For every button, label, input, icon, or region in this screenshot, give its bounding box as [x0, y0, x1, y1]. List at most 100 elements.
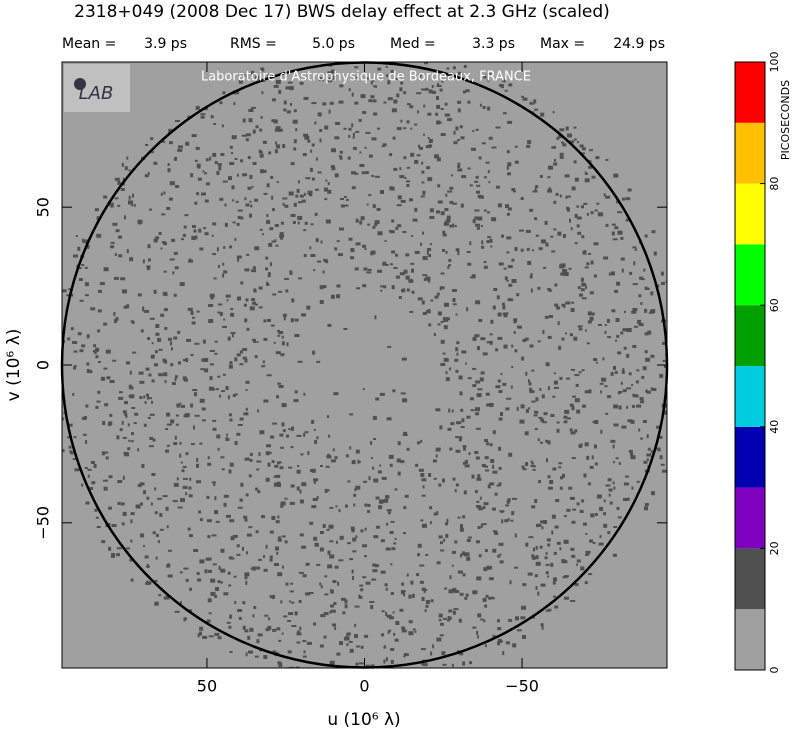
speckle: [540, 623, 544, 627]
speckle: [662, 410, 667, 415]
speckle: [147, 416, 151, 419]
speckle: [580, 152, 585, 155]
speckle: [294, 334, 300, 337]
speckle: [263, 655, 268, 659]
speckle: [585, 285, 588, 289]
speckle: [242, 173, 248, 177]
speckle: [635, 380, 639, 384]
speckle: [224, 203, 227, 207]
speckle: [250, 204, 253, 208]
speckle: [150, 502, 153, 506]
speckle: [563, 415, 568, 419]
speckle: [237, 609, 243, 612]
speckle: [502, 305, 506, 310]
speckle: [99, 282, 105, 286]
speckle: [251, 269, 257, 273]
speckle: [289, 600, 291, 603]
speckle: [479, 103, 482, 107]
speckle: [185, 578, 189, 582]
speckle: [628, 449, 633, 453]
speckle: [201, 358, 205, 362]
speckle: [547, 189, 553, 193]
speckle: [205, 182, 210, 186]
speckle: [163, 372, 168, 377]
speckle: [210, 578, 216, 583]
speckle: [472, 384, 477, 388]
speckle: [226, 299, 229, 302]
speckle: [177, 148, 183, 152]
speckle: [364, 634, 369, 638]
speckle: [82, 433, 87, 436]
speckle: [532, 190, 538, 193]
speckle: [386, 522, 389, 526]
speckle: [571, 406, 575, 411]
speckle: [573, 138, 577, 141]
speckle: [505, 504, 510, 507]
speckle: [487, 170, 490, 174]
speckle: [95, 347, 100, 352]
speckle: [276, 181, 279, 184]
speckle: [185, 452, 189, 456]
speckle: [443, 538, 446, 542]
speckle: [179, 282, 185, 287]
speckle: [239, 498, 242, 502]
speckle: [85, 404, 89, 408]
speckle: [484, 456, 489, 460]
speckle: [588, 252, 592, 255]
speckle: [166, 444, 170, 447]
speckle: [336, 294, 341, 299]
speckle: [553, 386, 559, 389]
speckle: [373, 535, 379, 539]
speckle: [258, 151, 263, 154]
speckle: [232, 334, 234, 338]
speckle: [563, 272, 569, 276]
speckle: [598, 324, 602, 326]
speckle: [545, 439, 549, 443]
speckle: [242, 601, 246, 605]
speckle: [339, 156, 343, 160]
speckle: [270, 175, 274, 179]
speckle: [266, 281, 269, 286]
speckle: [329, 540, 334, 543]
speckle: [217, 580, 221, 584]
speckle: [444, 208, 449, 211]
speckle: [540, 583, 546, 587]
speckle: [354, 488, 357, 492]
speckle: [168, 197, 173, 201]
speckle: [380, 570, 386, 574]
speckle: [554, 525, 559, 529]
speckle: [520, 248, 524, 252]
speckle: [267, 73, 271, 78]
speckle: [191, 134, 197, 138]
speckle: [295, 128, 298, 132]
speckle: [199, 442, 203, 445]
speckle: [299, 81, 304, 85]
speckle: [595, 156, 600, 160]
speckle: [54, 415, 58, 418]
speckle: [360, 216, 365, 221]
speckle: [268, 151, 272, 155]
speckle: [237, 506, 243, 509]
speckle: [242, 348, 248, 351]
speckle: [84, 282, 89, 287]
speckle: [206, 519, 212, 523]
speckle: [55, 410, 58, 412]
speckle: [325, 179, 328, 182]
speckle: [332, 580, 337, 583]
speckle: [233, 575, 237, 578]
speckle: [617, 516, 622, 519]
speckle: [213, 123, 217, 125]
speckle: [503, 344, 508, 349]
speckle: [625, 475, 629, 478]
speckle: [469, 241, 472, 246]
speckle: [439, 634, 444, 637]
speckle: [255, 75, 260, 80]
speckle: [329, 660, 335, 665]
speckle: [594, 444, 597, 449]
speckle: [415, 463, 419, 467]
speckle: [182, 376, 187, 381]
speckle: [274, 464, 279, 468]
speckle: [280, 503, 284, 508]
speckle: [123, 305, 128, 309]
speckle: [554, 158, 556, 162]
